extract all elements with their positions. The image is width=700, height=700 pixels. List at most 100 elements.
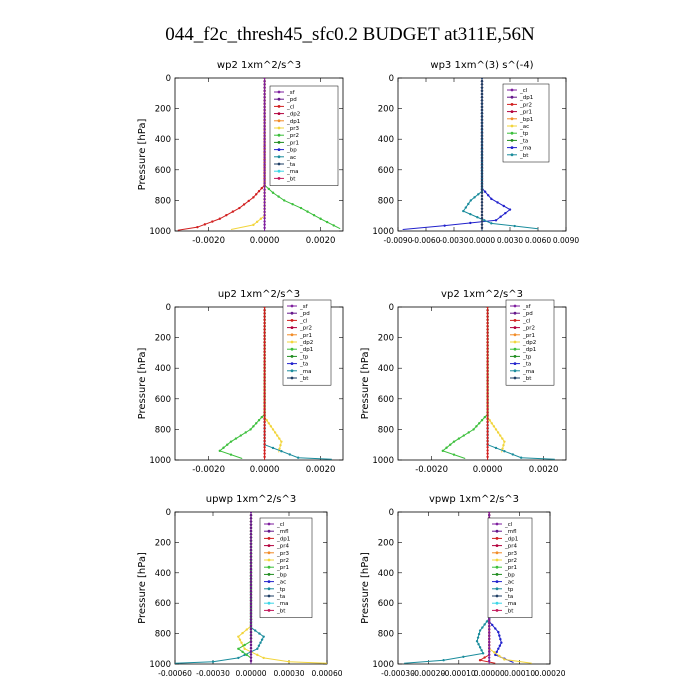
series-marker (249, 558, 253, 561)
series-marker (242, 203, 246, 206)
series-marker (249, 561, 253, 564)
series-marker (252, 223, 255, 227)
series-marker (222, 446, 225, 449)
series-marker (480, 178, 484, 182)
series-marker (249, 656, 253, 659)
plot-frame (397, 306, 567, 461)
series-marker (249, 650, 253, 653)
series-marker (486, 404, 489, 408)
series-marker (263, 395, 266, 398)
series-group (177, 78, 341, 231)
series-marker (263, 89, 266, 92)
y-tick-label: 200 (155, 334, 171, 344)
panel-4: vp2 1xm^2/s^3 0 200 400 600 800 1000 -0.0020 0.0… (360, 289, 567, 475)
y-tick-label: 600 (378, 166, 394, 176)
series-marker (488, 640, 491, 644)
series-line-tp (402, 78, 511, 230)
series-marker (249, 523, 253, 526)
y-tick-label: 800 (378, 630, 394, 640)
series-marker (245, 628, 248, 631)
series-marker (486, 312, 489, 315)
series-marker (263, 194, 266, 198)
series-marker (263, 201, 266, 204)
series-marker (249, 532, 253, 536)
series-marker (260, 638, 264, 641)
legend-marker (277, 97, 281, 101)
series-marker (480, 118, 484, 121)
series-marker (480, 79, 484, 83)
legend-label: _pr1 (299, 333, 312, 339)
legend-marker (277, 105, 281, 108)
series-marker (263, 226, 266, 230)
legend-marker (513, 340, 517, 344)
legend-label: _cl (522, 318, 531, 324)
legend-marker (290, 340, 294, 344)
series-marker (486, 385, 489, 388)
series-marker (241, 650, 244, 654)
series-marker (488, 634, 491, 637)
series-marker (263, 153, 266, 156)
series-marker (486, 344, 489, 347)
x-tick-label: 0.00010 (504, 669, 535, 678)
series-marker (263, 197, 266, 201)
series-marker (499, 637, 502, 641)
series-marker (486, 426, 489, 430)
series-marker (481, 626, 484, 629)
legend-marker (513, 311, 517, 315)
series-marker (480, 78, 484, 80)
legend-label: _pr4 (504, 544, 518, 550)
series-marker (243, 643, 246, 647)
series-marker (263, 401, 266, 404)
series-marker (273, 431, 277, 434)
series-marker (263, 118, 266, 121)
series-marker (488, 643, 491, 647)
series-marker (263, 108, 266, 112)
series-marker (237, 647, 240, 650)
panel-3: up2 1xm^2/s^3 0 200 400 600 800 1000 -0.0020 0.0… (137, 289, 344, 475)
series-marker (263, 99, 266, 102)
series-marker (249, 646, 253, 650)
series-marker (486, 433, 489, 436)
series-marker (490, 222, 493, 225)
series-marker (480, 89, 484, 92)
legend-label: _ac (504, 580, 514, 586)
series-marker (263, 78, 266, 80)
series-marker (486, 414, 489, 417)
series-marker (480, 156, 484, 159)
series-marker (263, 217, 266, 220)
series-marker (494, 219, 498, 222)
legend-label: _cl (276, 522, 285, 528)
series-marker (488, 513, 491, 517)
series-marker (478, 422, 481, 425)
legend-marker (277, 177, 281, 180)
series-marker (480, 105, 484, 108)
series-marker (480, 108, 484, 112)
series-marker (249, 512, 253, 514)
series-group (175, 512, 327, 664)
x-tick-label: 0.0060 (525, 236, 551, 245)
series-marker (291, 203, 294, 206)
y-tick-label: 1000 (372, 456, 394, 466)
legend-label: _dp1 (276, 536, 290, 542)
series-marker (263, 169, 266, 172)
series-marker (486, 388, 489, 392)
series-marker (263, 178, 266, 182)
series-marker (445, 446, 448, 449)
series-marker (241, 631, 244, 635)
legend-label: _pd (286, 97, 297, 103)
legend-label: _ta (519, 138, 528, 144)
series-marker (480, 99, 484, 102)
x-tick-label: 0.00030 (273, 669, 304, 678)
series-marker (494, 653, 497, 657)
legend-label: _bt (504, 608, 514, 614)
series-marker (263, 312, 266, 315)
legend-marker (290, 362, 294, 365)
legend-marker (267, 522, 271, 526)
series-line-dp2 (441, 307, 489, 459)
legend-box (487, 517, 533, 618)
series-marker (240, 641, 243, 644)
legend-label: _pr1 (519, 110, 532, 116)
series-marker (249, 593, 253, 596)
series-marker (486, 436, 489, 439)
plot-frame (174, 306, 344, 461)
